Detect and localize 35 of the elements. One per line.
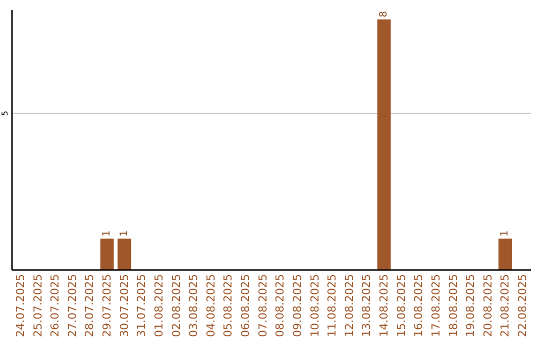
data-label: 8 <box>378 11 390 18</box>
x-tick-label: 01.08.2025 <box>152 274 166 337</box>
x-tick-label: 22.08.2025 <box>516 274 530 337</box>
data-label: 1 <box>102 230 113 237</box>
x-tick-label: 04.08.2025 <box>204 274 218 337</box>
x-tick-label: 16.08.2025 <box>412 274 426 337</box>
x-tick-label: 02.08.2025 <box>170 274 183 337</box>
x-tick-label: 11.08.2025 <box>326 274 339 337</box>
x-tick-label: 26.07.2025 <box>48 274 62 337</box>
x-tick-label: 15.08.2025 <box>394 274 408 337</box>
x-tick-label: 14.08.2025 <box>378 274 391 337</box>
x-tick-label: 07.08.2025 <box>256 274 270 337</box>
x-tick-label: 17.08.2025 <box>429 274 442 337</box>
data-label: 1 <box>118 230 130 237</box>
x-tick-label: 29.07.2025 <box>100 274 114 337</box>
x-tick-label: 13.08.2025 <box>360 274 374 337</box>
x-tick-label: 09.08.2025 <box>290 274 304 337</box>
x-tick-label: 25.07.2025 <box>31 274 44 337</box>
x-tick-label: 12.08.2025 <box>342 274 356 337</box>
x-tick-label: 05.08.2025 <box>222 274 235 337</box>
x-tick-label: 06.08.2025 <box>239 274 252 337</box>
y-tick-label: 5 <box>0 110 10 116</box>
x-tick-label: 28.07.2025 <box>83 274 96 337</box>
x-tick-label: 08.08.2025 <box>274 274 287 337</box>
x-tick-label: 21.08.2025 <box>498 274 512 337</box>
x-tick-label: 19.08.2025 <box>464 274 478 337</box>
x-tick-label: 24.07.2025 <box>14 274 27 337</box>
x-tick-label: 03.08.2025 <box>187 274 200 337</box>
x-tick-label: 18.08.2025 <box>446 274 460 337</box>
x-tick-label: 20.08.2025 <box>481 274 494 337</box>
x-tick-label: 30.07.2025 <box>118 274 131 337</box>
x-tick-label: 31.07.2025 <box>135 274 148 337</box>
data-label: 1 <box>500 230 511 237</box>
x-tick-label: 10.08.2025 <box>308 274 322 337</box>
x-tick-label: 27.07.2025 <box>66 274 79 337</box>
